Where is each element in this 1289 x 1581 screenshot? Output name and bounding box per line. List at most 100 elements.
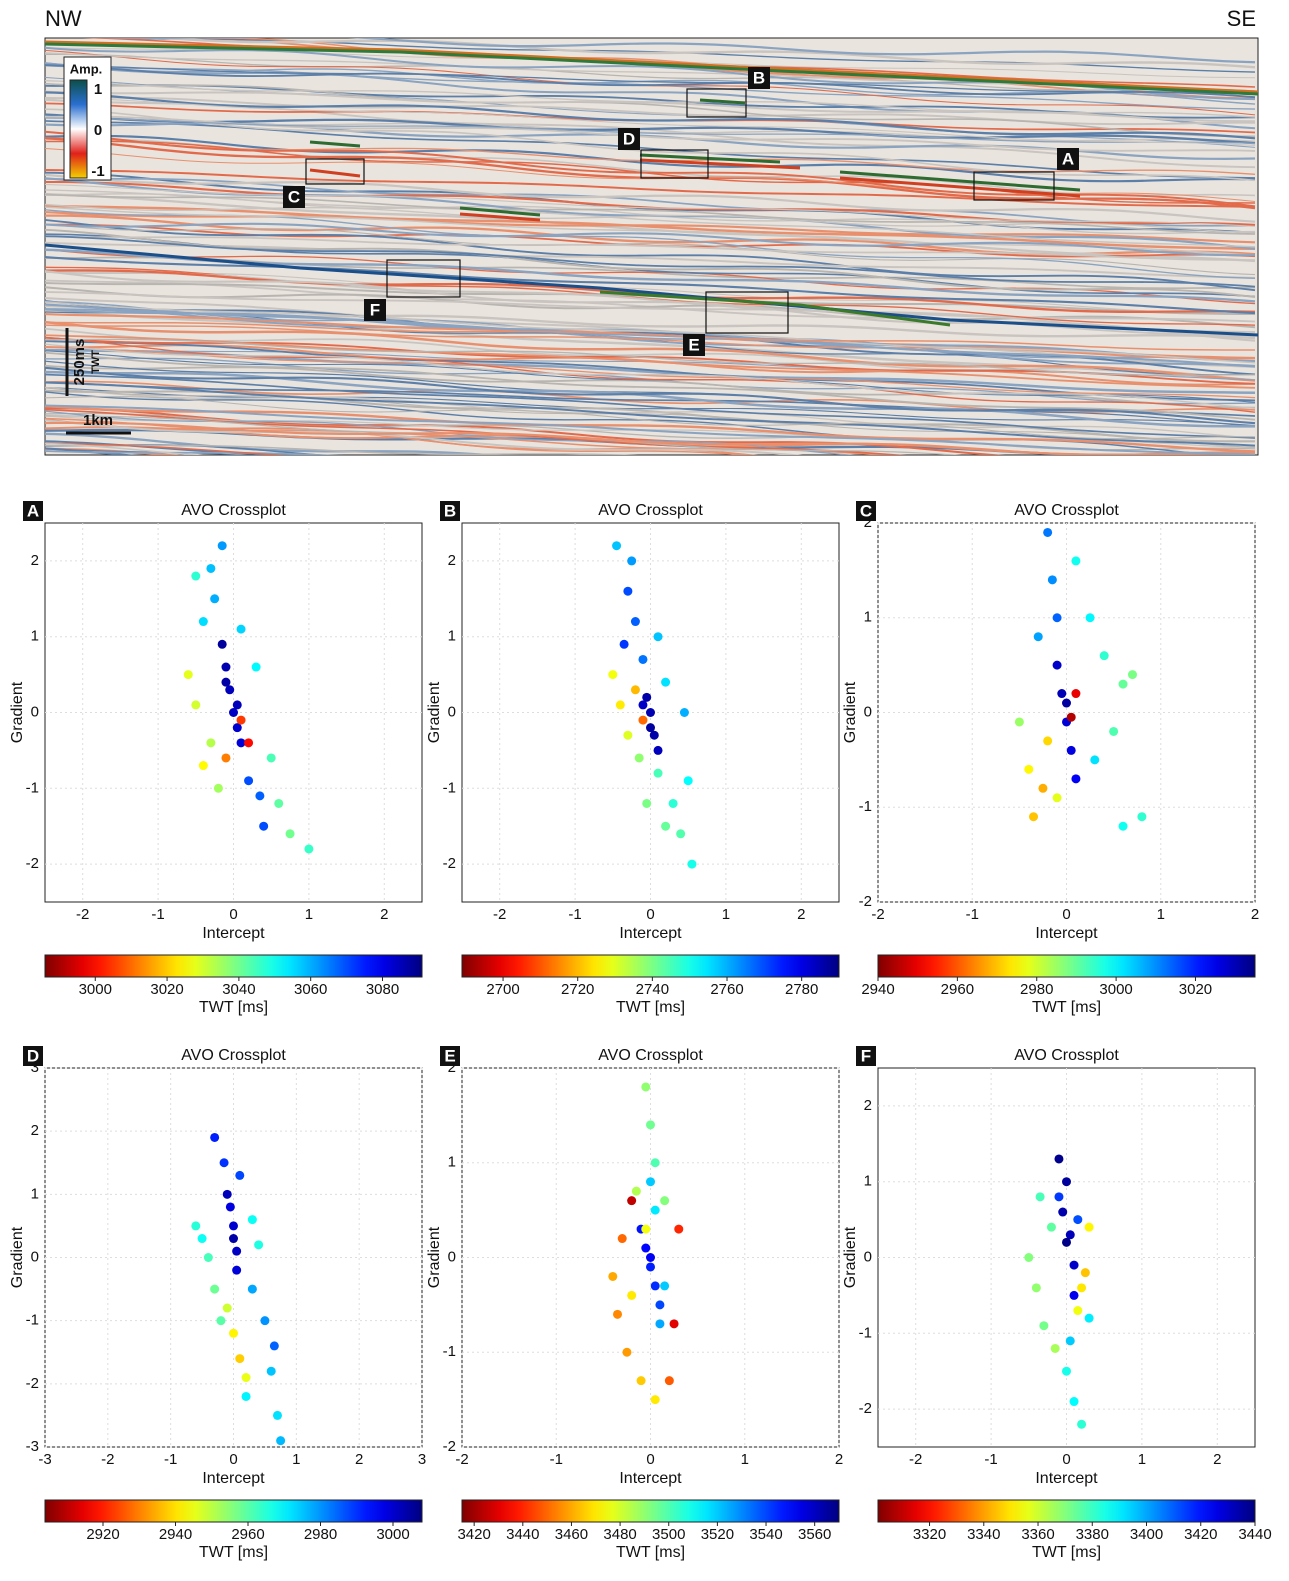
point	[638, 715, 648, 725]
x-tick-label: 1	[722, 906, 730, 923]
point	[1024, 764, 1034, 774]
point	[219, 1158, 229, 1168]
colorbar-tick-label: 3000	[79, 981, 112, 998]
x-tick-label: -1	[550, 1451, 563, 1468]
point	[676, 829, 686, 839]
reflector	[45, 64, 1256, 96]
x-tick-label: -1	[984, 1451, 997, 1468]
point	[232, 723, 242, 733]
point	[1080, 1268, 1090, 1278]
point	[244, 738, 254, 748]
reflector	[45, 340, 1256, 402]
point	[638, 700, 648, 710]
point	[653, 632, 663, 642]
colorbar	[461, 1499, 840, 1523]
point	[206, 738, 216, 748]
reflector	[45, 271, 1255, 315]
x-axis-label: Intercept	[619, 1470, 682, 1487]
x-tick-label: 1	[1157, 906, 1165, 923]
box-label-bg	[364, 299, 386, 321]
colorbar-tick-label: 3000	[1099, 981, 1132, 998]
x-tick-label: 1	[1138, 1451, 1146, 1468]
x-tick-label: 0	[1062, 1451, 1070, 1468]
point	[642, 692, 652, 702]
panel-letter-bg	[23, 1046, 43, 1066]
y-tick-label: 1	[864, 1173, 872, 1190]
reflector	[45, 206, 1256, 256]
point	[236, 738, 246, 748]
point	[646, 1177, 655, 1187]
box-label: B	[753, 68, 765, 87]
colorbar-tick-label: 3500	[652, 1526, 685, 1543]
colorbar-tick-label: 3440	[1238, 1526, 1271, 1543]
reflector	[45, 324, 1255, 360]
reflector	[45, 334, 1256, 389]
point	[630, 685, 640, 695]
horizon	[599, 290, 951, 327]
box-label: E	[688, 335, 699, 354]
reflector	[40, 468, 1255, 495]
point	[235, 1170, 245, 1180]
y-tick-label: -3	[26, 1438, 39, 1455]
point	[191, 571, 201, 581]
reflector	[45, 386, 1256, 427]
reflector	[45, 291, 1256, 323]
colorbar-tick-label: 3080	[366, 981, 399, 998]
y-tick-label: -1	[859, 798, 872, 815]
point	[1029, 812, 1039, 822]
reflector	[45, 396, 1256, 440]
x-tick-label: 2	[380, 906, 388, 923]
y-tick-label: 2	[448, 1059, 456, 1076]
x-tick-label: 0	[1062, 906, 1070, 923]
reflector	[45, 90, 1256, 123]
reflector	[45, 408, 908, 455]
x-tick-label: 2	[835, 1451, 843, 1468]
point	[222, 1303, 232, 1313]
point	[198, 617, 208, 627]
colorbar-label: TWT [ms]	[199, 999, 268, 1016]
point	[1054, 1192, 1064, 1202]
point	[183, 670, 193, 680]
point	[650, 1281, 660, 1291]
reflector	[45, 320, 1256, 382]
y-tick-label: 1	[448, 628, 456, 645]
y-tick-label: -1	[26, 779, 39, 796]
x-tick-label: -2	[455, 1451, 468, 1468]
point	[641, 1243, 651, 1253]
colorbar-tick-label: 3400	[1130, 1526, 1163, 1543]
y-axis-label: Gradient	[842, 681, 859, 743]
y-tick-label: 2	[448, 552, 456, 569]
reflector	[45, 117, 1256, 145]
y-tick-label: 2	[864, 514, 872, 531]
reflector	[45, 256, 1256, 315]
y-tick-label: -1	[859, 1324, 872, 1341]
reflector	[45, 338, 1255, 376]
y-tick-label: -1	[26, 1312, 39, 1329]
reflector	[45, 444, 329, 455]
y-axis-label: Gradient	[9, 681, 26, 743]
point	[612, 541, 622, 551]
amp-tick: -1	[91, 163, 104, 180]
point	[229, 708, 238, 717]
x-tick-label: -1	[164, 1451, 177, 1468]
chart-title: AVO Crossplot	[1014, 502, 1119, 519]
y-tick-label: 0	[448, 703, 456, 720]
horizon	[45, 42, 1258, 96]
colorbar-label: TWT [ms]	[616, 1544, 685, 1561]
point	[1118, 821, 1128, 831]
point	[1031, 1283, 1041, 1293]
point	[1052, 793, 1062, 803]
point	[660, 1281, 670, 1291]
distance-scale: 1km	[83, 412, 113, 429]
reflector	[45, 173, 1256, 223]
colorbar-label: TWT [ms]	[1032, 999, 1101, 1016]
box-label: F	[370, 300, 380, 319]
point	[210, 1132, 220, 1142]
point	[229, 1328, 238, 1338]
point	[608, 1271, 618, 1281]
point	[221, 677, 231, 687]
point	[623, 586, 633, 596]
point	[1127, 670, 1137, 680]
point	[664, 1376, 674, 1386]
